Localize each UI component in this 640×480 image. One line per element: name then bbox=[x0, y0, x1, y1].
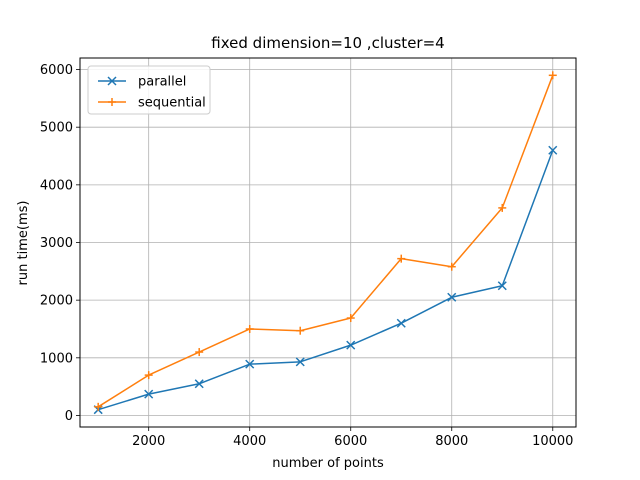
sequential-line bbox=[97, 75, 554, 408]
parallel-point bbox=[295, 357, 305, 367]
y-axis-label: run time(ms) bbox=[16, 201, 31, 286]
x-tick-label: 8000 bbox=[435, 434, 468, 449]
chart-title: fixed dimension=10 ,cluster=4 bbox=[211, 34, 444, 52]
sequential-point bbox=[94, 402, 103, 411]
parallel-point bbox=[497, 281, 507, 291]
x-tick-label: 4000 bbox=[233, 434, 266, 449]
axis-ticks: 2000 4000 6000 8000 10000 0 1000 2000 3000 4000 50… bbox=[40, 63, 574, 449]
legend-label: parallel bbox=[138, 75, 186, 90]
y-tick-label: 4000 bbox=[40, 178, 73, 193]
parallel-point bbox=[144, 389, 154, 399]
parallel-point bbox=[194, 379, 204, 389]
sequential-point bbox=[447, 262, 456, 271]
sequential-point bbox=[346, 314, 355, 323]
x-axis-label: number of points bbox=[272, 456, 384, 471]
sequential-point bbox=[548, 71, 557, 80]
x-tick-label: 2000 bbox=[132, 434, 165, 449]
sequential-point bbox=[498, 203, 507, 212]
series-layer bbox=[93, 71, 558, 415]
parallel-point bbox=[548, 145, 558, 155]
legend-item-parallel: parallel bbox=[98, 75, 186, 90]
sequential-point bbox=[245, 324, 254, 333]
parallel-point bbox=[346, 340, 356, 350]
legend-item-sequential: sequential bbox=[98, 96, 206, 111]
parallel-line bbox=[97, 149, 554, 411]
y-tick-label: 3000 bbox=[40, 236, 73, 251]
sequential-point bbox=[144, 371, 153, 380]
y-tick-label: 2000 bbox=[40, 294, 73, 309]
sequential-point bbox=[296, 326, 305, 335]
x-tick-label: 10000 bbox=[532, 434, 573, 449]
x-tick-label: 6000 bbox=[334, 434, 367, 449]
y-tick-label: 0 bbox=[65, 409, 73, 424]
parallel-point bbox=[447, 292, 457, 302]
legend-label: sequential bbox=[138, 96, 206, 111]
series-sequential bbox=[94, 71, 557, 411]
legend-marker bbox=[107, 76, 117, 86]
parallel-point bbox=[245, 359, 255, 369]
legend-marker bbox=[108, 98, 116, 106]
grid-lines bbox=[80, 58, 576, 427]
sequential-point bbox=[195, 348, 204, 357]
y-tick-label: 5000 bbox=[40, 121, 73, 136]
y-tick-label: 1000 bbox=[40, 351, 73, 366]
legend: parallel sequential bbox=[87, 65, 211, 115]
sequential-point bbox=[397, 254, 406, 263]
y-tick-label: 6000 bbox=[40, 63, 73, 78]
parallel-point bbox=[396, 318, 406, 328]
